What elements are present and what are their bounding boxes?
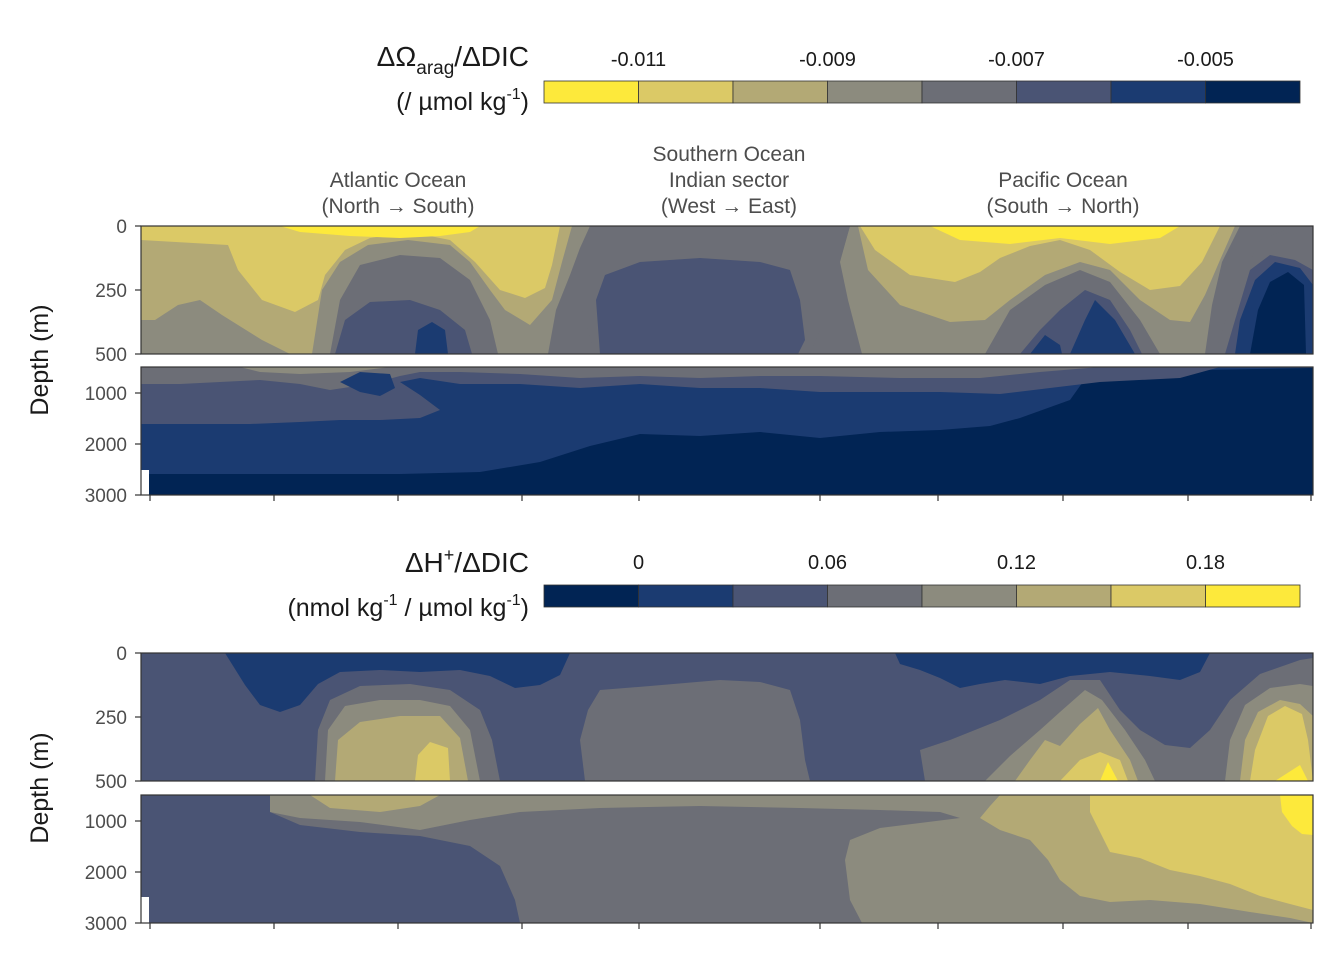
y-tick-label: 500 [95,772,127,793]
y-tick-label: 3000 [85,486,127,507]
h-lower-small-olive [930,870,948,896]
legend-1-colorbar [543,80,1301,104]
legend-tick-label: 0.06 [808,552,847,574]
strip-southern-line1: Southern Ocean [653,143,806,166]
strip-atlantic-line2: (North → South) [322,195,475,218]
legend-swatch [732,584,828,608]
y-tick-label: 2000 [85,435,127,456]
y-axis-1-upper: 0 250 500 [95,217,127,366]
legend-swatch [1205,584,1301,608]
omega-lower-olive [240,367,390,374]
legend-tick-label: 0.12 [997,552,1036,574]
y-tick-label: 250 [95,708,127,729]
omega-upper-core-slate [335,255,1313,354]
legend-tick-label: -0.007 [988,49,1045,71]
h-lower-yellow [1280,795,1313,835]
panel-border [140,366,1314,496]
y-tick-marks [135,225,141,924]
legend-swatch [543,584,639,608]
y-axis-title-2: Depth (m) [26,732,54,843]
legend-2-colorbar [543,584,1301,608]
legend-swatch [1016,80,1112,104]
panel-border [140,794,1314,924]
y-axis-1-lower: 1000 2000 3000 [85,384,127,507]
h-upper-blue [225,653,1210,712]
legend-1-tick-labels: -0.011 -0.009 -0.007 -0.005 [611,49,1234,71]
y-tick-label: 0 [116,644,127,665]
y-axis-title-1: Depth (m) [26,304,54,415]
y-axis-2-lower: 1000 2000 3000 [85,812,127,935]
chart-2-lower-panel [140,794,1314,924]
omega-lower-gray [141,367,1100,390]
legend-2-title: ΔH+/ΔDIC [405,545,529,578]
legend-swatch [638,80,734,104]
y-tick-label: 500 [95,345,127,366]
h-upper-yellow [1100,762,1308,781]
omega-lower-blue [141,367,1313,474]
strip-pacific-line2: (South → North) [987,195,1140,218]
legend-2-unit: (nmol kg-1 / µmol kg-1) [287,592,529,622]
legend-swatch [827,584,923,608]
y-tick-label: 0 [116,217,127,238]
chart-1-upper-panel [140,225,1314,355]
legend-tick-label: 0 [633,552,644,574]
legend-2: ΔH+/ΔDIC (nmol kg-1 / µmol kg-1) 0 0.06 0.… [287,545,1301,622]
legend-swatch [732,80,828,104]
h-lower-tan [310,795,1313,923]
y-tick-label: 2000 [85,863,127,884]
legend-swatch [1205,80,1301,104]
omega-lower-lens-blue [340,372,395,396]
omega-lower-slate [141,367,1220,424]
h-lower-slate [141,795,520,923]
legend-swatch [827,80,923,104]
strip-southern-line2: Indian sector [669,169,789,192]
strip-southern-line3: (West → East) [661,195,797,218]
missing-data-gap [141,470,149,495]
x-tick-marks [149,495,1312,929]
legend-tick-label: -0.011 [611,49,666,71]
omega-upper-band-3 [280,226,1180,244]
facet-strips: Atlantic Ocean (North → South) Southern … [322,143,1140,218]
legend-1-title: ΔΩarag/ΔDIC [377,41,529,79]
legend-swatch [921,584,1017,608]
missing-data-gap [141,897,149,923]
chart-1-lower-panel [140,366,1314,496]
y-tick-label: 1000 [85,384,127,405]
legend-swatch [1110,80,1206,104]
h-lower-gold [1090,795,1313,910]
legend-swatch [921,80,1017,104]
chart-2-upper-panel [140,652,1314,782]
omega-upper-core-navy [1250,272,1306,354]
strip-atlantic-line1: Atlantic Ocean [330,169,467,192]
legend-tick-label: 0.18 [1186,552,1225,574]
legend-1-unit: (/ µmol kg-1) [396,86,529,116]
legend-swatch [1016,584,1112,608]
h-upper-gold [415,706,1313,781]
y-tick-label: 250 [95,281,127,302]
legend-swatch [1110,584,1206,608]
legend-swatch [543,80,639,104]
omega-upper-core-blue [415,262,1313,354]
h-upper-tan [335,700,1313,781]
y-tick-label: 1000 [85,812,127,833]
y-axis-2-upper: 0 250 500 [95,644,127,793]
legend-tick-label: -0.005 [1177,49,1234,71]
legend-swatch [638,584,734,608]
omega-upper-band-2 [141,226,1220,312]
strip-pacific-line1: Pacific Ocean [998,169,1128,192]
legend-2-tick-labels: 0 0.06 0.12 0.18 [633,552,1225,574]
y-tick-label: 3000 [85,914,127,935]
legend-1: ΔΩarag/ΔDIC (/ µmol kg-1) -0.011 -0.009 -0… [377,41,1301,116]
legend-tick-label: -0.009 [799,49,856,71]
